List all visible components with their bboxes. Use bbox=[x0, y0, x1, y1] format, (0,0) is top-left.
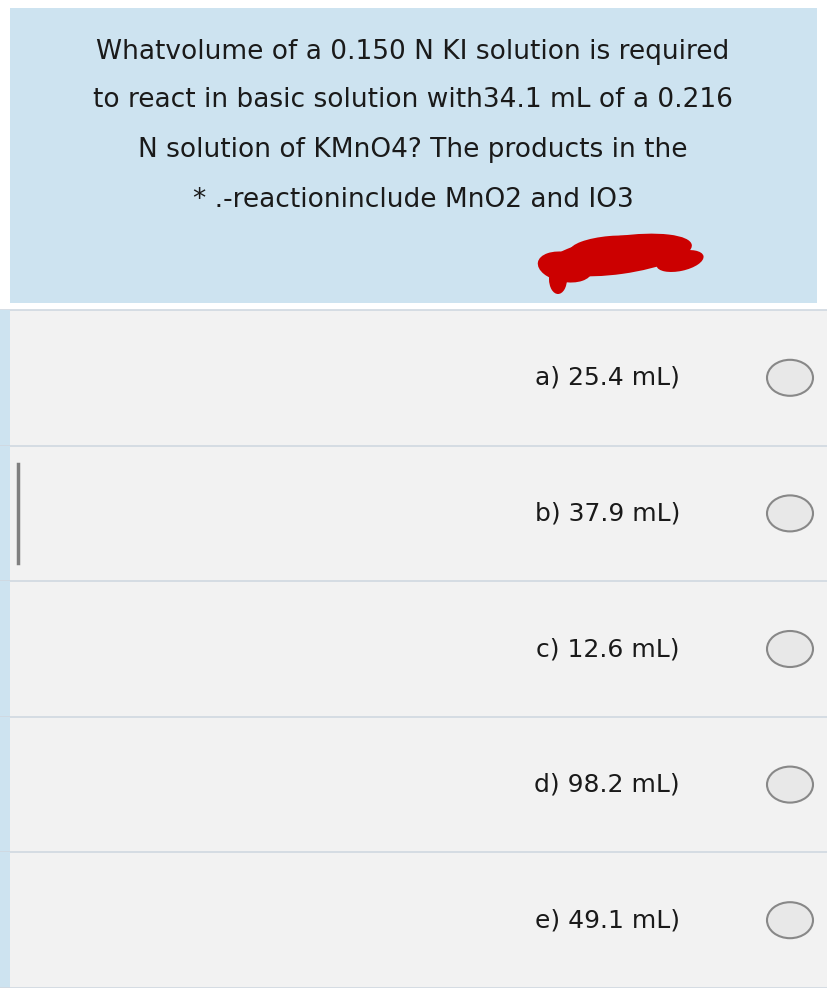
FancyBboxPatch shape bbox=[10, 8, 817, 303]
Ellipse shape bbox=[767, 360, 813, 396]
Text: N solution of KMnO4? The products in the: N solution of KMnO4? The products in the bbox=[138, 137, 688, 163]
Ellipse shape bbox=[767, 902, 813, 939]
Bar bbox=[0, 446, 10, 581]
Ellipse shape bbox=[767, 495, 813, 532]
Text: * .-reactioninclude MnO2 and IO3: * .-reactioninclude MnO2 and IO3 bbox=[193, 187, 633, 213]
Text: to react in basic solution with34.1 mL of a 0.216: to react in basic solution with34.1 mL o… bbox=[93, 87, 733, 113]
Text: d) 98.2 mL): d) 98.2 mL) bbox=[534, 773, 680, 796]
Text: c) 12.6 mL): c) 12.6 mL) bbox=[537, 637, 680, 661]
Bar bbox=[0, 310, 10, 446]
Bar bbox=[0, 853, 10, 988]
Ellipse shape bbox=[538, 252, 592, 283]
Bar bbox=[10, 853, 827, 988]
Ellipse shape bbox=[767, 631, 813, 667]
Text: e) 49.1 mL): e) 49.1 mL) bbox=[535, 908, 680, 933]
Bar bbox=[0, 717, 10, 853]
Ellipse shape bbox=[549, 264, 567, 294]
Ellipse shape bbox=[657, 250, 704, 272]
Bar bbox=[10, 581, 827, 717]
Ellipse shape bbox=[570, 235, 650, 259]
Bar bbox=[0, 581, 10, 717]
Bar bbox=[10, 446, 827, 581]
Text: a) 25.4 mL): a) 25.4 mL) bbox=[535, 366, 680, 390]
Bar bbox=[10, 310, 827, 446]
Bar bbox=[10, 717, 827, 853]
Text: b) 37.9 mL): b) 37.9 mL) bbox=[534, 501, 680, 526]
Text: Whatvolume of a 0.150 N KI solution is required: Whatvolume of a 0.150 N KI solution is r… bbox=[97, 39, 729, 65]
Ellipse shape bbox=[767, 767, 813, 802]
Ellipse shape bbox=[548, 233, 692, 277]
